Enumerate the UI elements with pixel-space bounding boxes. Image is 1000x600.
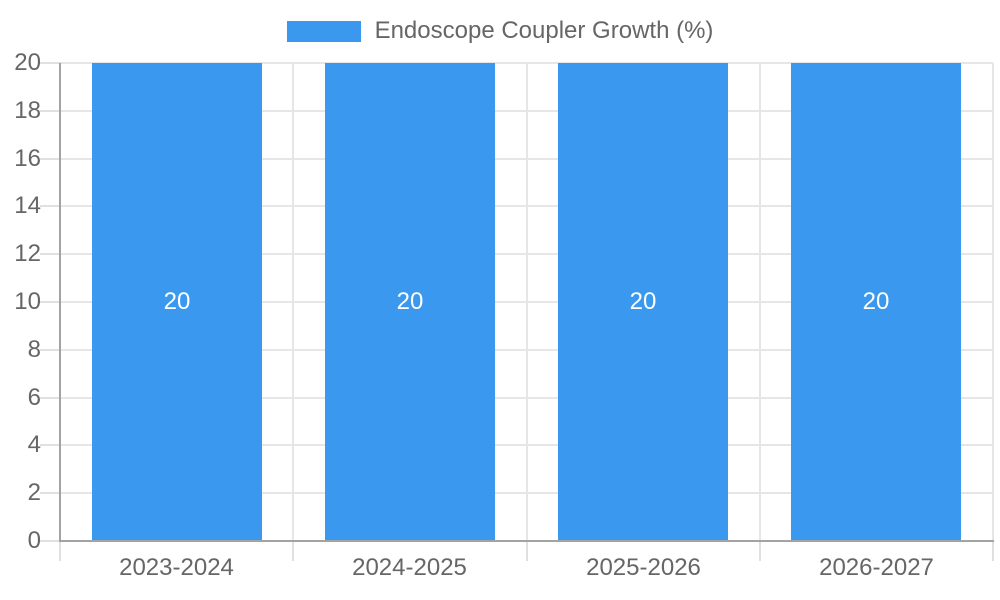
x-axis-tick — [59, 541, 61, 561]
y-axis-tick — [40, 157, 60, 160]
x-axis-tick — [292, 541, 295, 561]
y-tick-label: 20 — [14, 49, 41, 76]
x-axis-line — [59, 540, 994, 542]
y-tick-label: 12 — [14, 240, 41, 268]
bar[interactable]: 20 — [92, 63, 262, 541]
bar-value-label: 20 — [629, 288, 657, 315]
y-axis-tick — [40, 348, 60, 351]
y-tick-label: 2 — [27, 479, 41, 507]
x-tick-label: 2026-2027 — [819, 554, 934, 581]
y-tick-label: 16 — [14, 144, 41, 172]
y-axis-tick — [40, 492, 60, 495]
x-gridline — [525, 63, 528, 541]
legend: Endoscope Coupler Growth (%) — [0, 17, 1000, 45]
y-tick-label: 4 — [27, 431, 41, 459]
y-axis-tick — [40, 396, 60, 399]
x-tick-label: 2025-2026 — [586, 554, 701, 581]
x-tick-label: 2024-2025 — [352, 554, 467, 581]
bar-value-label: 20 — [862, 288, 890, 315]
y-axis-line — [59, 63, 61, 542]
y-tick-label: 6 — [27, 383, 41, 411]
x-gridline — [292, 63, 295, 541]
y-tick-label: 8 — [27, 335, 41, 363]
y-axis-tick — [40, 62, 60, 64]
bar-value-label: 20 — [396, 288, 424, 315]
y-axis-tick — [40, 253, 60, 256]
x-axis-tick — [758, 541, 761, 561]
bar-value-label: 20 — [163, 288, 191, 315]
y-axis-tick — [40, 109, 60, 112]
y-axis-tick — [40, 301, 60, 303]
y-tick-label: 14 — [14, 192, 41, 220]
x-gridline — [758, 63, 761, 541]
x-gridline — [992, 63, 994, 541]
bar[interactable]: 20 — [558, 63, 728, 541]
y-tick-label: 18 — [14, 96, 41, 124]
x-axis-tick — [992, 541, 994, 561]
bar[interactable]: 20 — [325, 63, 495, 541]
x-tick-label: 2023-2024 — [119, 554, 234, 581]
y-tick-label: 0 — [27, 527, 41, 554]
y-axis-tick — [40, 444, 60, 447]
y-axis-tick — [40, 205, 60, 208]
legend-label: Endoscope Coupler Growth (%) — [374, 17, 714, 44]
legend-swatch — [286, 20, 361, 42]
bar[interactable]: 20 — [791, 63, 961, 541]
x-axis-tick — [525, 541, 528, 561]
legend-item[interactable]: Endoscope Coupler Growth (%) — [286, 17, 714, 45]
y-axis-tick — [40, 540, 60, 542]
y-tick-label: 10 — [14, 288, 41, 315]
